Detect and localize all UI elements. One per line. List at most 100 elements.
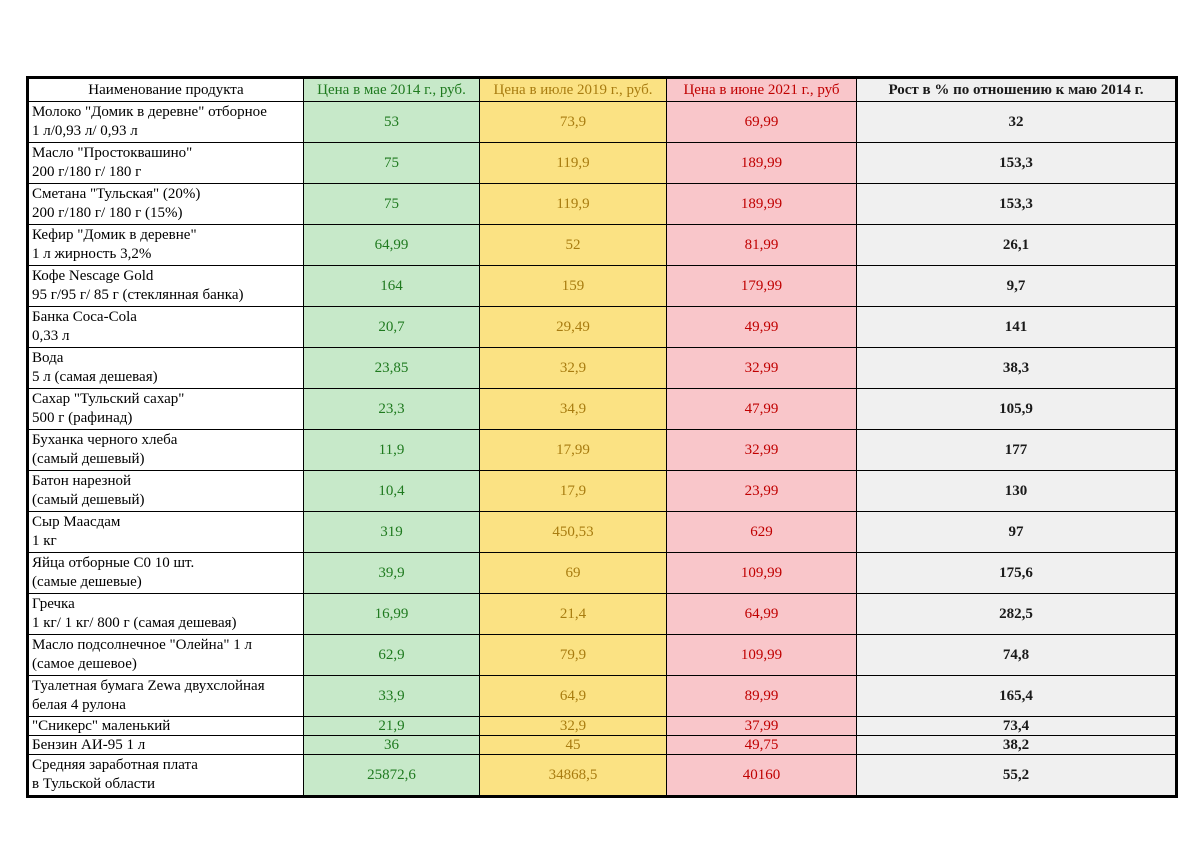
price-june-2021-cell: 189,99 bbox=[666, 183, 857, 225]
product-name-line: Вода bbox=[32, 350, 64, 366]
product-name-line: Масло "Простоквашино" bbox=[32, 145, 193, 161]
product-name-line: Средняя заработная плата bbox=[32, 757, 198, 773]
price-may-2014-cell: 25872,6 bbox=[303, 754, 480, 797]
product-name-cell: Сыр Маасдам 1 кг bbox=[27, 511, 304, 553]
price-june-2021-cell: 179,99 bbox=[666, 265, 857, 307]
price-july-2019-cell: 34868,5 bbox=[479, 754, 667, 797]
product-name-line: Сметана "Тульская" (20%) bbox=[32, 186, 201, 202]
table-row: Вода 5 л (самая дешевая) 23,85 32,9 32,99… bbox=[27, 347, 1177, 389]
price-july-2019-cell: 73,9 bbox=[479, 101, 667, 143]
product-name-cell: Кофе Nescage Gold 95 г/95 г/ 85 г (стекля… bbox=[27, 265, 304, 307]
product-name-line: Бензин АИ-95 1 л bbox=[32, 737, 146, 753]
growth-percent-cell: 74,8 bbox=[856, 634, 1177, 676]
price-july-2019-cell: 52 bbox=[479, 224, 667, 266]
table-row: Масло подсолнечное "Олейна" 1 л (самое де… bbox=[27, 634, 1177, 676]
price-june-2021-cell: 32,99 bbox=[666, 429, 857, 471]
growth-percent-cell: 153,3 bbox=[856, 142, 1177, 184]
product-name-line: Сыр Маасдам bbox=[32, 514, 121, 530]
product-name-line: Банка Coca-Cola bbox=[32, 309, 137, 325]
header-price-june-2021: Цена в июне 2021 г., руб bbox=[666, 77, 857, 102]
price-may-2014-cell: 23,85 bbox=[303, 347, 480, 389]
price-july-2019-cell: 119,9 bbox=[479, 142, 667, 184]
product-name-line: Масло подсолнечное "Олейна" 1 л bbox=[32, 637, 252, 653]
price-june-2021-cell: 49,99 bbox=[666, 306, 857, 348]
growth-percent-cell: 55,2 bbox=[856, 754, 1177, 797]
price-may-2014-cell: 39,9 bbox=[303, 552, 480, 594]
price-may-2014-cell: 36 bbox=[303, 735, 480, 755]
price-may-2014-cell: 16,99 bbox=[303, 593, 480, 635]
table-row: Гречка 1 кг/ 1 кг/ 800 г (самая дешевая) … bbox=[27, 593, 1177, 635]
product-name-line: 95 г/95 г/ 85 г (стеклянная банка) bbox=[32, 287, 244, 303]
product-name-cell: Туалетная бумага Zewa двухслойная белая 4… bbox=[27, 675, 304, 717]
price-may-2014-cell: 164 bbox=[303, 265, 480, 307]
product-name-cell: Кефир "Домик в деревне" 1 л жирность 3,2% bbox=[27, 224, 304, 266]
price-june-2021-cell: 49,75 bbox=[666, 735, 857, 755]
product-name-line: 1 л жирность 3,2% bbox=[32, 246, 152, 262]
header-row: Наименование продукта Цена в мае 2014 г.… bbox=[27, 77, 1177, 102]
price-july-2019-cell: 159 bbox=[479, 265, 667, 307]
price-may-2014-cell: 21,9 bbox=[303, 716, 480, 736]
header-price-may-2014: Цена в мае 2014 г., руб. bbox=[303, 77, 480, 102]
product-name-line: (самый дешевый) bbox=[32, 451, 145, 467]
product-name-cell: Масло подсолнечное "Олейна" 1 л (самое де… bbox=[27, 634, 304, 676]
growth-percent-cell: 130 bbox=[856, 470, 1177, 512]
price-july-2019-cell: 119,9 bbox=[479, 183, 667, 225]
growth-percent-cell: 38,3 bbox=[856, 347, 1177, 389]
price-may-2014-cell: 62,9 bbox=[303, 634, 480, 676]
product-name-cell: Сметана "Тульская" (20%) 200 г/180 г/ 180… bbox=[27, 183, 304, 225]
product-name-line: Гречка bbox=[32, 596, 75, 612]
header-growth-percent: Рост в % по отношению к маю 2014 г. bbox=[856, 77, 1177, 102]
table-row: Кофе Nescage Gold 95 г/95 г/ 85 г (стекля… bbox=[27, 265, 1177, 307]
product-name-line: 1 л/0,93 л/ 0,93 л bbox=[32, 123, 138, 139]
table-row: Буханка черного хлеба (самый дешевый) 11,… bbox=[27, 429, 1177, 471]
table-row: Масло "Простоквашино" 200 г/180 г/ 180 г … bbox=[27, 142, 1177, 184]
growth-percent-cell: 32 bbox=[856, 101, 1177, 143]
product-name-line: Кефир "Домик в деревне" bbox=[32, 227, 197, 243]
price-may-2014-cell: 11,9 bbox=[303, 429, 480, 471]
product-name-line: в Тульской области bbox=[32, 776, 156, 792]
product-name-line: Батон нарезной bbox=[32, 473, 132, 489]
price-june-2021-cell: 40160 bbox=[666, 754, 857, 797]
product-name-line: 5 л (самая дешевая) bbox=[32, 369, 158, 385]
table-row: Яйца отборные С0 10 шт. (самые дешевые) 3… bbox=[27, 552, 1177, 594]
price-june-2021-cell: 81,99 bbox=[666, 224, 857, 266]
growth-percent-cell: 165,4 bbox=[856, 675, 1177, 717]
product-name-line: 200 г/180 г/ 180 г (15%) bbox=[32, 205, 183, 221]
product-name-line: "Сникерс" маленький bbox=[32, 718, 171, 734]
growth-percent-cell: 282,5 bbox=[856, 593, 1177, 635]
table-row: Сыр Маасдам 1 кг 319 450,53 629 97 bbox=[27, 511, 1177, 553]
price-may-2014-cell: 33,9 bbox=[303, 675, 480, 717]
price-july-2019-cell: 69 bbox=[479, 552, 667, 594]
price-may-2014-cell: 20,7 bbox=[303, 306, 480, 348]
product-name-cell: Средняя заработная плата в Тульской облас… bbox=[27, 754, 304, 797]
table-row: Бензин АИ-95 1 л 36 45 49,75 38,2 bbox=[27, 735, 1177, 755]
product-name-line: (самое дешевое) bbox=[32, 656, 137, 672]
price-june-2021-cell: 89,99 bbox=[666, 675, 857, 717]
product-name-line: Буханка черного хлеба bbox=[32, 432, 178, 448]
product-name-cell: Вода 5 л (самая дешевая) bbox=[27, 347, 304, 389]
growth-percent-cell: 105,9 bbox=[856, 388, 1177, 430]
table-row: Сахар "Тульский сахар" 500 г (рафинад) 23… bbox=[27, 388, 1177, 430]
growth-percent-cell: 26,1 bbox=[856, 224, 1177, 266]
product-name-cell: Гречка 1 кг/ 1 кг/ 800 г (самая дешевая) bbox=[27, 593, 304, 635]
product-name-cell: Масло "Простоквашино" 200 г/180 г/ 180 г bbox=[27, 142, 304, 184]
price-july-2019-cell: 17,9 bbox=[479, 470, 667, 512]
growth-percent-cell: 153,3 bbox=[856, 183, 1177, 225]
product-name-cell: Сахар "Тульский сахар" 500 г (рафинад) bbox=[27, 388, 304, 430]
price-june-2021-cell: 109,99 bbox=[666, 552, 857, 594]
product-name-cell: "Сникерс" маленький bbox=[27, 716, 304, 736]
product-name-line: (самые дешевые) bbox=[32, 574, 142, 590]
table-row: Сметана "Тульская" (20%) 200 г/180 г/ 180… bbox=[27, 183, 1177, 225]
price-july-2019-cell: 21,4 bbox=[479, 593, 667, 635]
price-june-2021-cell: 629 bbox=[666, 511, 857, 553]
price-june-2021-cell: 47,99 bbox=[666, 388, 857, 430]
price-july-2019-cell: 29,49 bbox=[479, 306, 667, 348]
product-name-cell: Бензин АИ-95 1 л bbox=[27, 735, 304, 755]
product-name-line: белая 4 рулона bbox=[32, 697, 126, 713]
price-june-2021-cell: 23,99 bbox=[666, 470, 857, 512]
product-name-cell: Яйца отборные С0 10 шт. (самые дешевые) bbox=[27, 552, 304, 594]
product-name-cell: Молоко "Домик в деревне" отборное 1 л/0,9… bbox=[27, 101, 304, 143]
price-may-2014-cell: 64,99 bbox=[303, 224, 480, 266]
product-name-line: Кофе Nescage Gold bbox=[32, 268, 154, 284]
price-july-2019-cell: 64,9 bbox=[479, 675, 667, 717]
